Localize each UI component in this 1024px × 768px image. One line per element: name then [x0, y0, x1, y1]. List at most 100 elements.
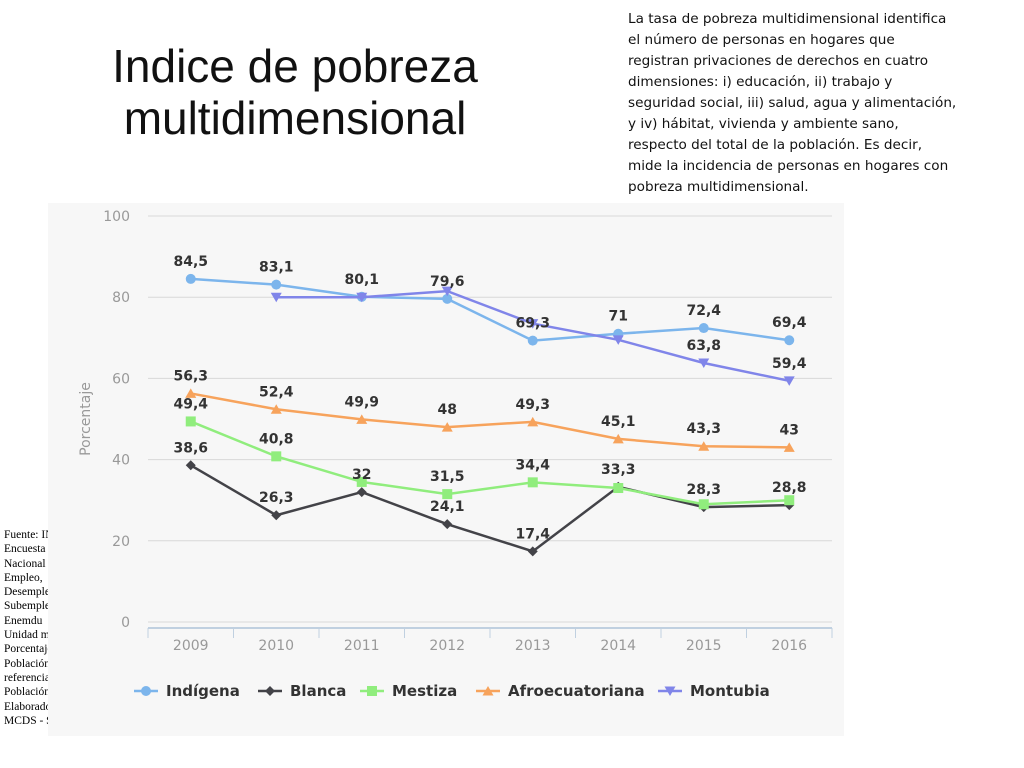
- data-point: [185, 388, 197, 398]
- legend-label: Blanca: [290, 682, 346, 700]
- legend-label: Afroecuatoriana: [508, 682, 645, 700]
- x-tick-label: 2010: [258, 638, 294, 654]
- data-point: [185, 273, 196, 284]
- x-tick-label: 2012: [429, 638, 465, 654]
- data-label: 40,8: [259, 431, 294, 447]
- data-label: 49,9: [344, 394, 379, 410]
- data-label: 79,6: [430, 274, 465, 290]
- y-tick-label: 0: [121, 615, 130, 631]
- data-label: 31,5: [430, 469, 465, 485]
- data-point: [271, 451, 282, 462]
- legend-marker: [141, 686, 151, 696]
- data-point: [441, 422, 453, 432]
- data-label: 59,4: [772, 356, 807, 372]
- legend-item: Montubia: [658, 682, 770, 700]
- data-point: [698, 358, 710, 368]
- legend-item: Indígena: [134, 682, 240, 700]
- data-point: [356, 414, 368, 424]
- legend-label: Indígena: [166, 682, 240, 700]
- data-point: [356, 292, 368, 303]
- data-point: [784, 495, 795, 506]
- legend-marker: [482, 686, 494, 696]
- data-label: 49,4: [173, 396, 208, 412]
- legend-marker: [664, 686, 676, 696]
- data-point: [270, 292, 282, 303]
- data-point: [698, 441, 710, 451]
- data-label: 45,1: [601, 414, 636, 430]
- line-chart: 0 20 40 60 80 100 2009 2010 2011 2012 2013 2014 2015…: [78, 209, 833, 700]
- data-point: [698, 499, 709, 510]
- x-tick-label: 2011: [344, 638, 380, 654]
- data-point: [356, 476, 367, 487]
- data-point: [613, 483, 624, 494]
- data-label: 69,4: [772, 315, 807, 331]
- data-point: [185, 416, 196, 427]
- legend-item: Afroecuatoriana: [476, 682, 645, 700]
- data-label: 84,5: [173, 254, 208, 270]
- series-line: [190, 392, 790, 449]
- data-label: 69,3: [515, 316, 550, 332]
- data-label: 43,3: [686, 421, 721, 437]
- y-tick-label: 40: [112, 453, 130, 469]
- series-indígena: [185, 273, 795, 346]
- series-mestiza: [185, 416, 795, 510]
- data-label: 52,4: [259, 384, 294, 400]
- x-tick-label: 2014: [600, 638, 636, 654]
- source-note-line: Subempleo -: [4, 600, 63, 613]
- data-label: 72,4: [686, 303, 721, 319]
- source-note-line: Nacional de: [4, 557, 60, 570]
- x-tick-label: 2013: [515, 638, 551, 654]
- y-tick-label: 20: [112, 534, 130, 550]
- data-point: [783, 376, 795, 386]
- y-tick-label: 60: [112, 371, 130, 387]
- data-point: [784, 335, 795, 346]
- x-tick-label: 2015: [686, 638, 722, 654]
- data-point: [442, 293, 453, 304]
- data-point: [356, 487, 367, 498]
- series-line: [190, 464, 790, 553]
- legend-marker: [367, 686, 377, 696]
- data-label: 26,3: [259, 490, 294, 506]
- y-tick-label: 80: [112, 290, 130, 306]
- data-label: 28,3: [686, 482, 721, 498]
- data-label: 63,8: [686, 338, 721, 354]
- data-point: [442, 489, 453, 500]
- y-axis-title: Porcentaje: [78, 382, 94, 456]
- data-point: [271, 279, 282, 290]
- data-point: [185, 460, 196, 471]
- data-label: 71: [609, 309, 628, 325]
- slide-title: Indice de pobreza multidimensional: [112, 40, 478, 144]
- legend-item: Mestiza: [360, 682, 457, 700]
- legend-label: Mestiza: [392, 682, 457, 700]
- legend-item: Blanca: [258, 682, 346, 700]
- data-label: 28,8: [772, 480, 807, 496]
- legend-label: Montubia: [690, 682, 770, 700]
- data-point: [271, 510, 282, 521]
- data-point: [527, 416, 539, 427]
- data-point: [527, 319, 539, 329]
- source-note-line: Empleo,: [4, 571, 43, 584]
- data-label: 83,1: [259, 260, 294, 276]
- data-label: 34,4: [515, 457, 550, 473]
- source-note-line: referencia:: [4, 671, 54, 684]
- data-label: 48: [438, 402, 457, 418]
- x-tick-label: 2016: [771, 638, 807, 654]
- series-line: [190, 420, 790, 506]
- data-label: 32: [352, 467, 371, 483]
- data-label: 24,1: [430, 499, 465, 515]
- x-tick-label: 2009: [173, 638, 209, 654]
- data-point: [527, 335, 538, 346]
- data-label: 80,1: [344, 272, 379, 288]
- definition-text: La tasa de pobreza multidimensional iden…: [628, 11, 957, 195]
- y-tick-label: 100: [103, 209, 130, 225]
- data-point: [270, 404, 282, 414]
- series-afroecuatoriana: [185, 388, 795, 452]
- data-point: [612, 335, 624, 345]
- data-label: 17,4: [515, 526, 550, 542]
- chart-container: 0 20 40 60 80 100 2009 2010 2011 2012 2013 2014 2015…: [48, 203, 844, 736]
- data-point: [698, 323, 709, 334]
- data-point: [442, 519, 453, 530]
- series-montubia: [270, 286, 795, 386]
- data-label: 38,6: [173, 440, 208, 456]
- data-point: [527, 477, 538, 488]
